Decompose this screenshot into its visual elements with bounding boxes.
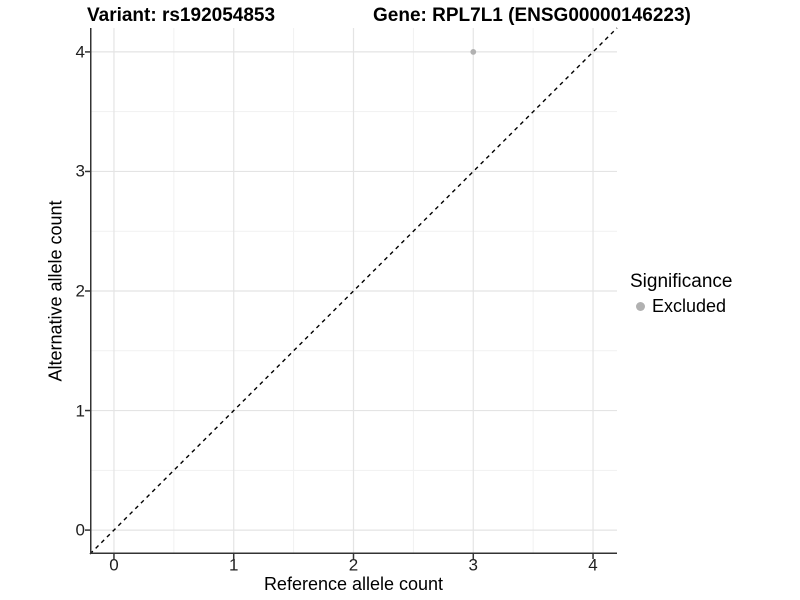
x-tick-label: 1 — [228, 555, 239, 575]
plot-canvas — [85, 27, 618, 559]
legend-title: Significance — [630, 271, 733, 292]
x-tick-label: 4 — [588, 555, 598, 575]
legend-item-label: Excluded — [652, 296, 727, 316]
y-axis-title: Alternative allele count — [45, 200, 66, 382]
plot-title-gene: Gene: RPL7L1 (ENSG00000146223) — [373, 5, 691, 26]
legend-item-excluded: Excluded — [630, 296, 732, 316]
plot-title-variant: Variant: rs192054853 — [87, 5, 276, 26]
y-tick-label: 4 — [75, 42, 85, 62]
y-tick-label: 1 — [75, 401, 85, 421]
legend-point-icon — [636, 301, 645, 311]
legend: Significance Excluded — [630, 271, 732, 316]
x-tick-label: 2 — [348, 555, 359, 575]
y-tick-label: 2 — [75, 281, 85, 301]
x-tick-label: 0 — [109, 555, 119, 575]
plot-panel — [85, 27, 618, 559]
data-point — [470, 49, 477, 55]
y-tick-label: 0 — [75, 520, 85, 540]
x-tick-label: 3 — [468, 555, 478, 575]
y-tick-label: 3 — [75, 161, 85, 181]
x-axis-title: Reference allele count — [263, 574, 444, 594]
